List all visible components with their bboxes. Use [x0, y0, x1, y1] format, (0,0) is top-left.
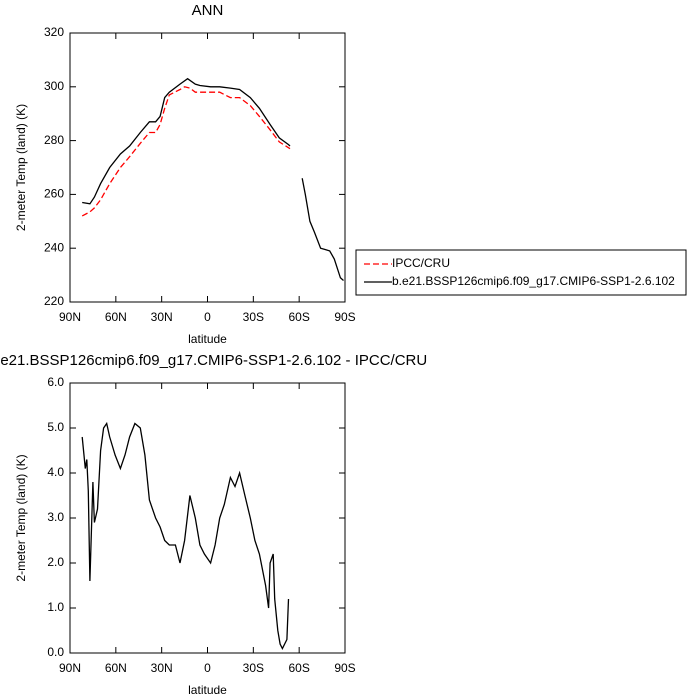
y-tick-label: 220: [44, 294, 64, 308]
y-tick-label: 4.0: [47, 465, 64, 479]
x-tick-label: 0: [204, 661, 211, 675]
y-tick-label: 3.0: [47, 510, 64, 524]
y-tick-label: 5.0: [47, 420, 64, 434]
plot-frame: [69, 32, 346, 303]
legend-label: b.e21.BSSP126cmip6.f09_g17.CMIP6-SSP1-2.…: [392, 274, 675, 288]
legend-label: IPCC/CRU: [392, 256, 450, 270]
x-tick-label: 60S: [288, 661, 309, 675]
x-axis-label: latitude: [188, 332, 227, 346]
x-tick-label: 30S: [243, 310, 264, 324]
legend-box: [355, 249, 687, 296]
y-tick-label: 280: [44, 133, 64, 147]
data-line: [81, 86, 291, 217]
y-axis-label: 2-meter Temp (land) (K): [14, 104, 28, 231]
y-tick-label: 1.0: [47, 600, 64, 614]
x-tick-label: 90S: [334, 310, 355, 324]
data-line: [82, 77, 344, 281]
x-tick-label: 30N: [151, 310, 173, 324]
y-tick-label: 0.0: [47, 645, 64, 659]
x-tick-label: 90N: [59, 661, 81, 675]
data-line: [81, 421, 290, 650]
x-tick-label: 30N: [151, 661, 173, 675]
y-axis-label: 2-meter Temp (land) (K): [14, 454, 28, 581]
chart-title: ANN: [192, 2, 224, 19]
y-tick-label: 240: [44, 240, 64, 254]
y-tick-label: 260: [44, 187, 64, 201]
y-tick-label: 320: [44, 25, 64, 39]
chart-title: b.e21.BSSP126cmip6.f09_g17.CMIP6-SSP1-2.…: [0, 352, 427, 369]
x-tick-label: 90N: [59, 310, 81, 324]
plot-frame: [69, 382, 346, 654]
x-tick-label: 60N: [105, 661, 127, 675]
y-tick-label: 300: [44, 79, 64, 93]
x-axis-label: latitude: [188, 683, 227, 697]
x-tick-label: 90S: [334, 661, 355, 675]
x-tick-label: 30S: [243, 661, 264, 675]
x-tick-label: 60N: [105, 310, 127, 324]
x-tick-label: 60S: [288, 310, 309, 324]
y-tick-label: 2.0: [47, 555, 64, 569]
x-tick-label: 0: [204, 310, 211, 324]
y-tick-label: 6.0: [47, 375, 64, 389]
